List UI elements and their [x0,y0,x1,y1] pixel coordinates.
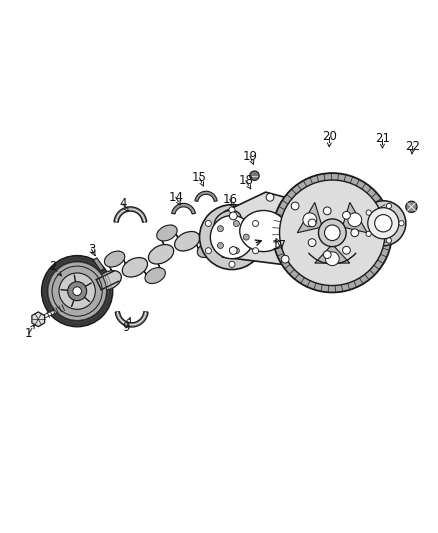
Circle shape [42,256,113,327]
Circle shape [366,231,371,237]
Circle shape [318,219,346,247]
Text: 18: 18 [238,174,253,188]
Circle shape [303,213,317,227]
Polygon shape [195,191,217,201]
Text: 4: 4 [119,197,127,211]
Polygon shape [297,203,338,242]
Ellipse shape [157,225,177,241]
Polygon shape [32,312,45,327]
Circle shape [361,201,406,246]
Text: 22: 22 [405,140,420,153]
Text: 3: 3 [88,243,95,256]
Circle shape [205,248,212,254]
Polygon shape [172,225,184,249]
Ellipse shape [197,241,218,257]
Circle shape [229,261,235,268]
Circle shape [368,208,399,239]
Ellipse shape [122,257,148,277]
Polygon shape [93,258,104,271]
Circle shape [233,221,240,227]
Ellipse shape [214,211,241,232]
Circle shape [48,262,106,320]
Circle shape [325,252,339,265]
Polygon shape [158,232,170,256]
Text: 1: 1 [25,327,32,340]
Circle shape [73,287,81,295]
Circle shape [308,239,316,247]
Circle shape [386,204,392,208]
Text: 21: 21 [375,132,390,146]
Circle shape [243,234,249,240]
Circle shape [325,225,340,240]
Circle shape [323,251,331,259]
Circle shape [52,266,102,316]
Polygon shape [105,258,117,282]
Circle shape [374,215,392,232]
Circle shape [291,202,299,210]
Circle shape [366,210,371,215]
Circle shape [323,207,331,215]
Circle shape [250,171,259,181]
Circle shape [343,212,350,219]
Text: 14: 14 [168,191,183,204]
Circle shape [406,201,417,213]
Text: 19: 19 [243,150,258,163]
Circle shape [230,247,237,254]
Circle shape [281,255,289,263]
Text: 17: 17 [272,239,287,252]
Text: 15: 15 [192,171,207,184]
Polygon shape [315,233,350,263]
Circle shape [399,221,404,226]
Circle shape [348,213,362,227]
Circle shape [217,243,223,248]
Ellipse shape [104,251,125,267]
Ellipse shape [201,219,226,238]
Ellipse shape [240,211,287,252]
Circle shape [233,248,240,254]
Circle shape [279,180,385,286]
Circle shape [343,246,350,254]
Circle shape [210,215,254,259]
Polygon shape [191,233,203,257]
Polygon shape [152,252,164,277]
Text: 20: 20 [322,130,337,143]
Circle shape [200,205,265,270]
Ellipse shape [215,212,240,231]
Ellipse shape [175,231,200,251]
Ellipse shape [148,245,174,264]
Circle shape [230,212,237,220]
Polygon shape [327,203,367,242]
Text: 16: 16 [223,193,237,206]
Polygon shape [119,251,131,276]
Polygon shape [115,312,148,327]
Circle shape [205,221,212,227]
Circle shape [386,238,392,243]
Polygon shape [205,226,217,251]
Circle shape [272,173,392,293]
Circle shape [253,248,258,254]
Polygon shape [138,259,151,284]
Text: 9: 9 [122,321,130,334]
Circle shape [266,193,274,201]
Circle shape [253,221,258,227]
Polygon shape [223,192,303,265]
Ellipse shape [145,268,166,284]
Circle shape [217,225,223,232]
Circle shape [59,273,95,309]
Ellipse shape [96,271,121,290]
Text: 2: 2 [49,260,56,273]
Circle shape [351,229,359,237]
Circle shape [308,219,316,227]
Polygon shape [114,207,147,222]
Circle shape [67,281,87,301]
Polygon shape [172,204,195,214]
Circle shape [229,207,235,213]
